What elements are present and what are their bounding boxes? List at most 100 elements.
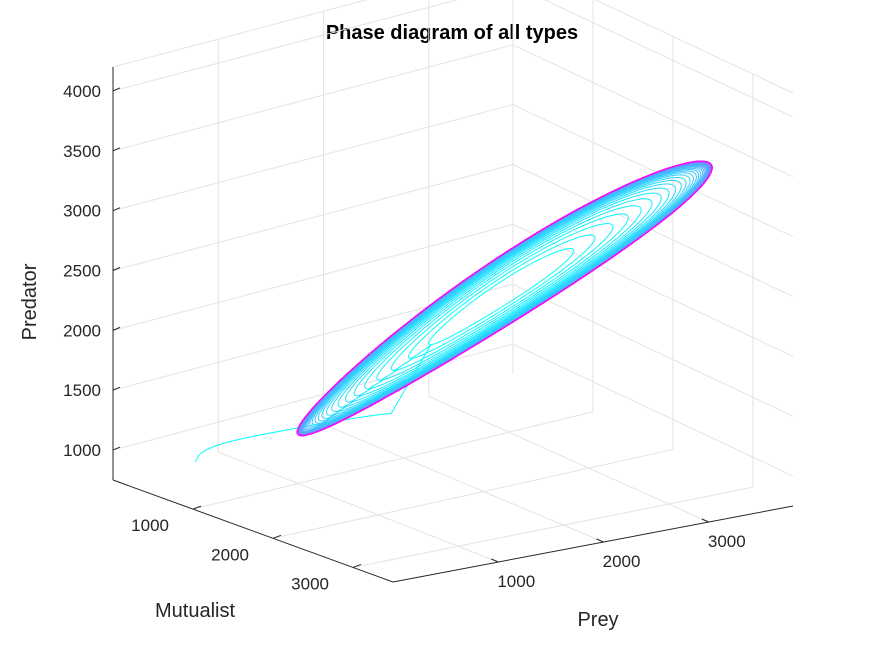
z-tick-mark — [112, 267, 121, 271]
trajectory-revolution — [297, 161, 713, 436]
trajectory-revolution — [296, 160, 713, 436]
y-tick-label: 1000 — [131, 516, 169, 535]
x-tick-label: 1000 — [497, 572, 535, 591]
trajectory-revolution — [298, 161, 711, 435]
trajectory-revolution — [331, 183, 677, 412]
trajectory-revolution — [296, 160, 713, 437]
trajectory-revolution — [296, 160, 713, 436]
y-tick-mark — [192, 505, 202, 510]
x-tick-mark — [491, 558, 499, 563]
axes — [112, 67, 794, 583]
trajectory-revolution — [296, 160, 713, 436]
grid-line — [112, 343, 514, 451]
x-tick-label: 3000 — [708, 532, 746, 551]
trajectory-revolution — [311, 170, 697, 426]
trajectory-revolution — [296, 160, 713, 437]
trajectory-revolution — [303, 164, 706, 432]
grid-line — [112, 164, 514, 271]
x-axis-label: Prey — [577, 609, 618, 631]
trajectory-series — [195, 160, 713, 463]
trajectory-revolution — [296, 160, 713, 437]
trajectory-revolution — [296, 160, 713, 437]
trajectory-revolution — [300, 162, 710, 434]
trajectory-revolution — [298, 161, 711, 435]
x-tick-mark — [596, 538, 604, 543]
trajectory-revolution — [321, 177, 687, 419]
trajectory-transient — [195, 412, 392, 463]
trajectory-revolution — [296, 160, 713, 437]
trajectory-revolution — [345, 192, 662, 403]
y-tick-label: 2000 — [211, 545, 249, 564]
z-tick-mark — [112, 326, 121, 331]
x-tick-mark — [701, 518, 709, 523]
z-tick-label: 1500 — [63, 381, 101, 400]
grid-line — [512, 343, 794, 477]
trajectory-revolution — [390, 248, 575, 414]
y-axis-label: Mutualist — [155, 600, 235, 622]
trajectory-revolution — [390, 223, 614, 371]
grid-line — [512, 104, 794, 238]
z-tick-mark — [112, 147, 121, 152]
trajectory-revolution — [296, 160, 713, 437]
z-tick-label: 1000 — [63, 441, 101, 460]
grid-line — [543, 0, 794, 118]
y-axis-line — [112, 479, 394, 583]
y-tick-label: 3000 — [291, 574, 329, 593]
grid-line — [112, 0, 368, 68]
z-tick-mark — [112, 446, 121, 451]
z-tick-mark — [112, 386, 121, 391]
trajectory-revolution — [296, 160, 713, 436]
grid-line — [512, 44, 794, 178]
trajectory-revolution — [296, 160, 713, 437]
trajectory-revolution — [296, 160, 713, 437]
trajectory-revolution — [296, 160, 713, 437]
trajectory-revolution — [302, 164, 707, 433]
z-tick-label: 3500 — [63, 142, 101, 161]
grid-line — [428, 395, 709, 523]
grid-line — [112, 44, 514, 152]
trajectory-revolution — [296, 160, 713, 437]
trajectory-revolution — [407, 234, 596, 359]
trajectory-revolution — [297, 161, 712, 436]
grid-line — [112, 104, 514, 212]
trajectory-revolution — [325, 179, 682, 416]
trajectory-revolution — [299, 162, 711, 435]
trajectory-revolution — [376, 213, 629, 381]
trajectory-revolution — [296, 160, 713, 437]
trajectory-revolution — [304, 165, 705, 431]
z-tick-label: 2500 — [63, 262, 101, 281]
y-tick-mark — [272, 534, 282, 539]
grid — [112, 0, 794, 568]
grid-line — [323, 423, 604, 543]
grid-line — [352, 486, 754, 568]
grid-line — [272, 448, 674, 539]
trajectory-revolution — [298, 161, 712, 436]
trajectory-revolution — [296, 160, 713, 437]
trajectory-revolution — [296, 160, 713, 437]
grid-line — [218, 451, 499, 563]
chart-title: Phase diagram of all types — [326, 22, 578, 44]
tick-labels: 1000 1500 2000 2500 3000 3500 4000 1000 2000 3000… — [63, 82, 746, 593]
trajectory-revolution — [297, 161, 712, 436]
trajectory-revolution — [317, 174, 691, 422]
trajectory-revolution — [296, 160, 713, 437]
grid-line — [112, 0, 459, 92]
trajectory-revolution — [337, 187, 670, 408]
grid-line — [512, 283, 794, 417]
trajectory-revolution — [296, 160, 713, 437]
trajectory-revolution — [296, 160, 713, 436]
y-tick-mark — [352, 563, 362, 568]
grid-line — [192, 411, 594, 510]
z-tick-label: 2000 — [63, 321, 101, 340]
trajectory-revolution — [353, 198, 653, 397]
x-tick-label: 2000 — [603, 552, 641, 571]
trajectory-revolution — [297, 161, 712, 436]
trajectory-revolution — [297, 160, 713, 436]
z-tick-label: 4000 — [63, 82, 101, 101]
z-tick-mark — [112, 207, 121, 212]
trajectory-revolution — [296, 160, 713, 437]
z-axis-label: Predator — [19, 263, 41, 340]
trajectory-revolution — [305, 166, 704, 430]
trajectory-revolution — [364, 205, 642, 390]
